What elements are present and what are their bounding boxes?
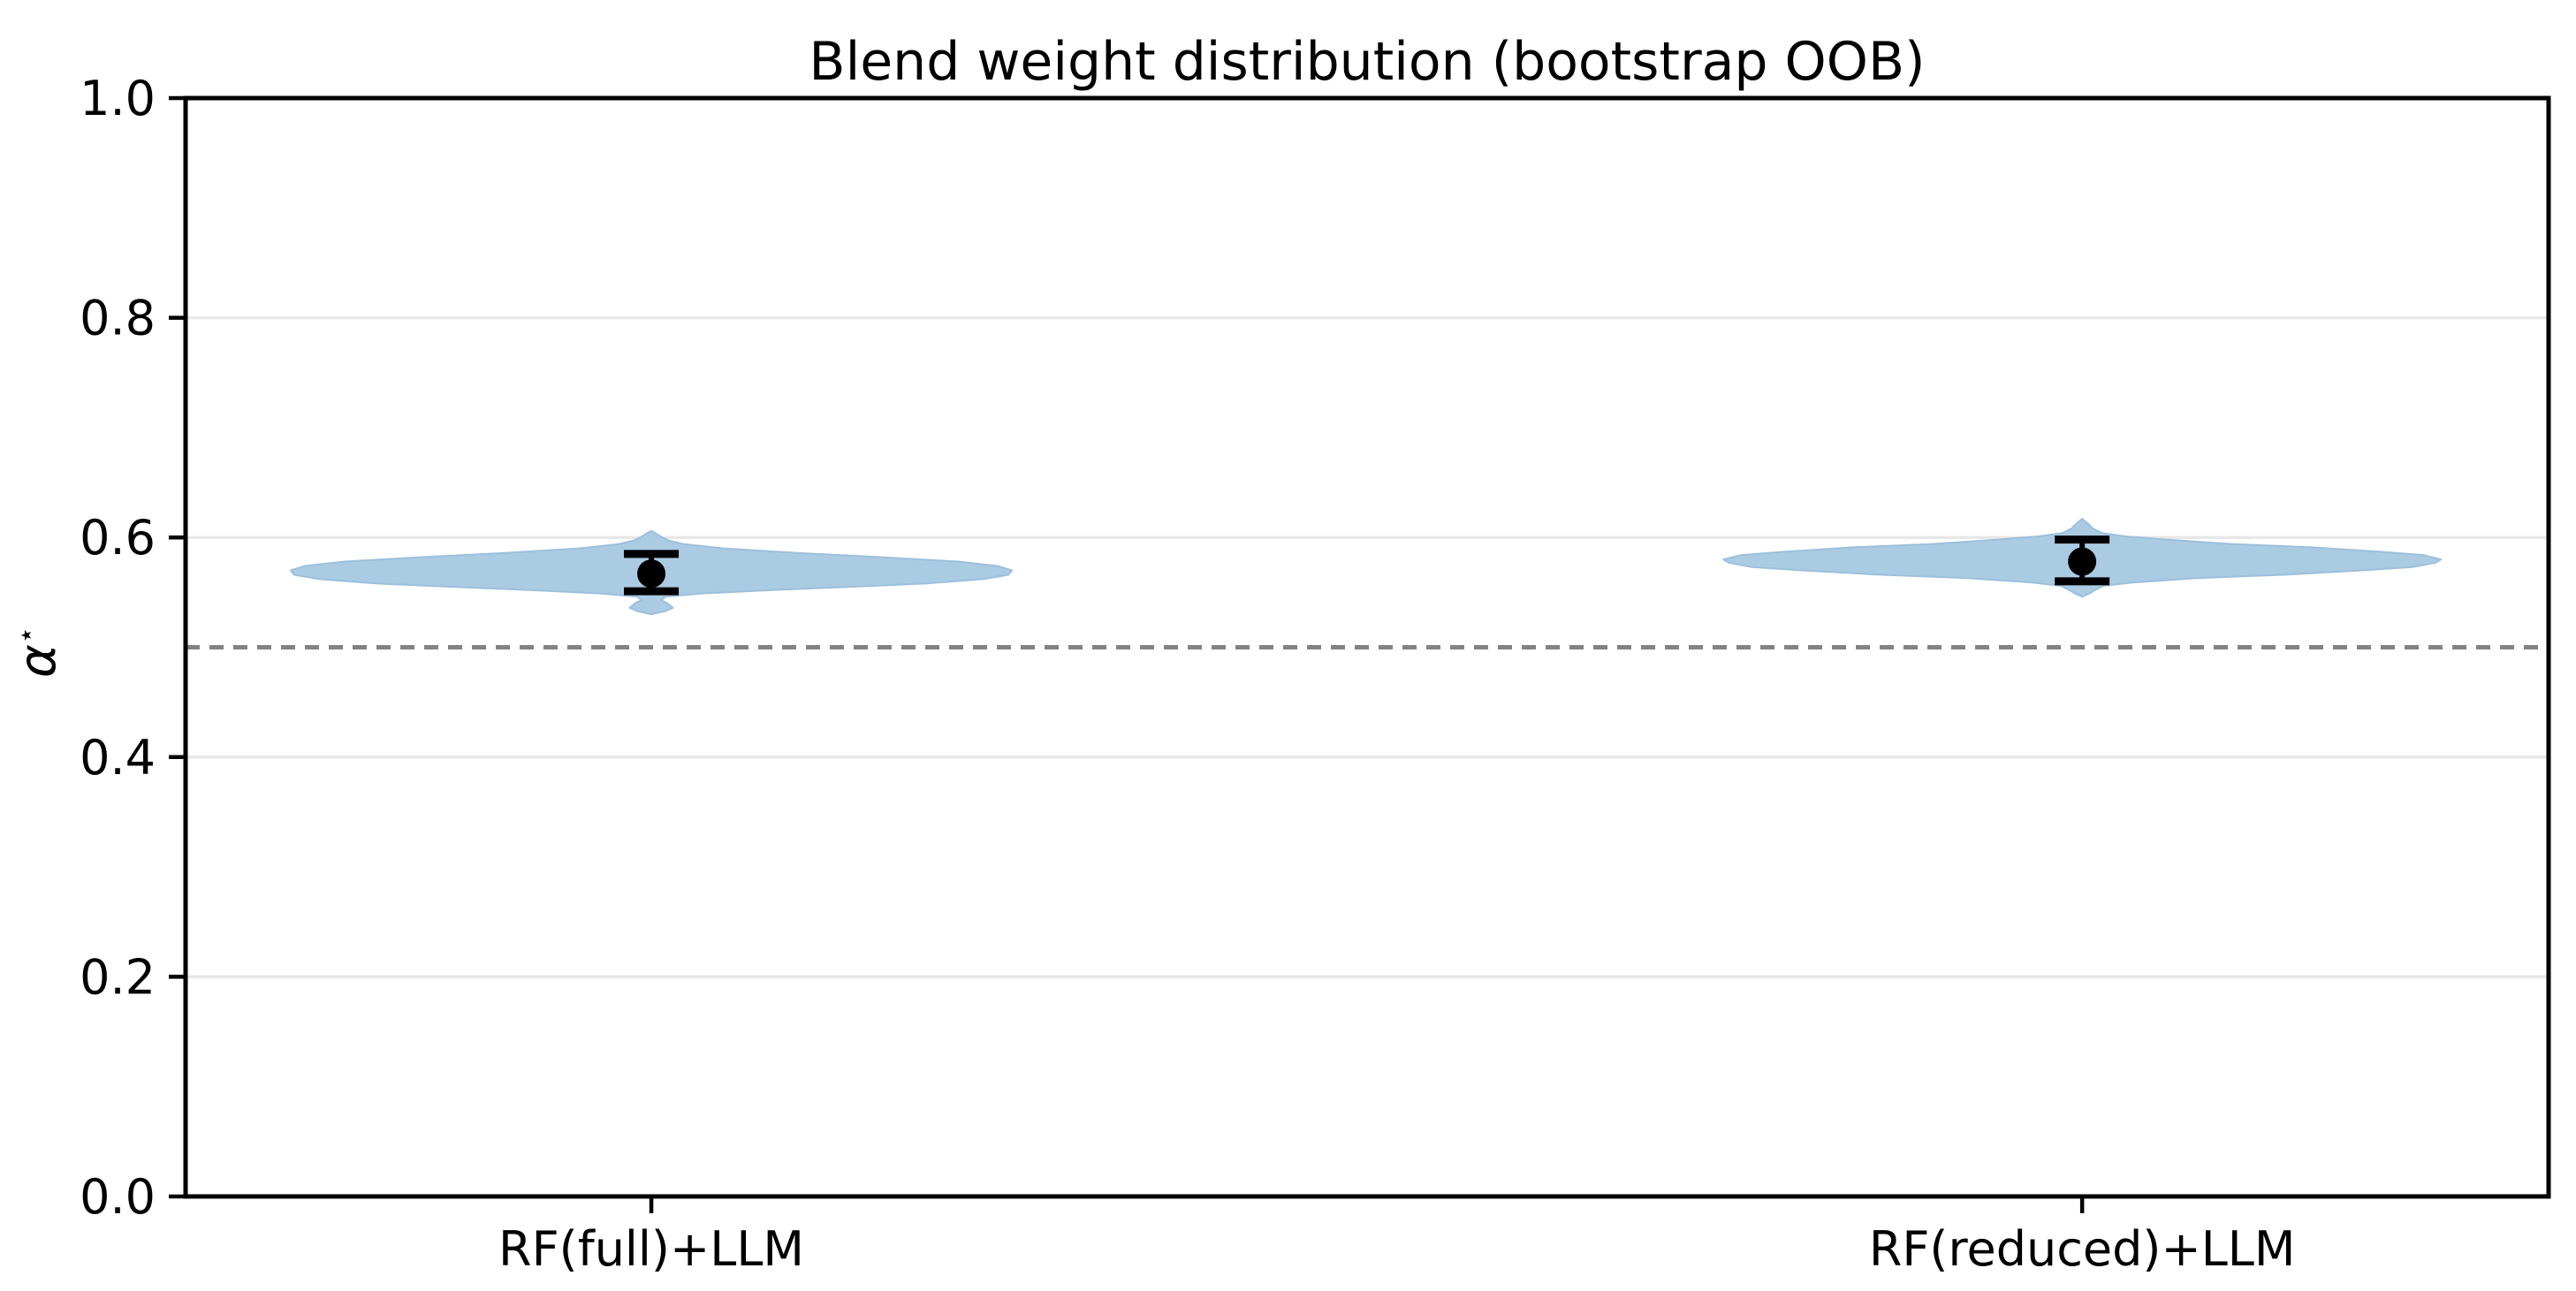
x-category-label: RF(reduced)+LLM <box>1869 1221 2296 1277</box>
y-tick-label: 0.4 <box>80 730 156 786</box>
axes-spines <box>183 95 2551 1199</box>
y-axis-label-star: ⋆ <box>9 627 42 644</box>
y-tick-label: 0.8 <box>80 291 156 346</box>
y-axis-label-alpha: α <box>7 644 67 678</box>
y-tick-label: 0.6 <box>80 510 156 566</box>
mean-dot-1 <box>2068 547 2097 576</box>
x-category-label: RF(full)+LLM <box>498 1221 804 1277</box>
chart-title: Blend weight distribution (bootstrap OOB… <box>809 31 1925 93</box>
y-tick-label: 0.0 <box>80 1169 156 1225</box>
mean-dot-0 <box>637 559 666 589</box>
y-tick-label: 1.0 <box>80 71 156 126</box>
y-axis-label: α⋆ <box>7 627 67 678</box>
plot-area: 0.0 0.2 0.4 0.6 0.8 1.0 RF(full)+LLM RF(reduced… <box>80 71 2551 1277</box>
y-tick-label: 0.2 <box>80 949 156 1005</box>
